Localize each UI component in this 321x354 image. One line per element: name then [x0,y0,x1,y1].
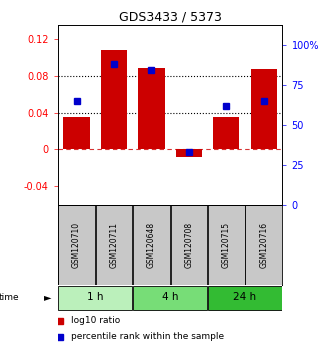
Text: GSM120716: GSM120716 [259,222,268,268]
Text: GSM120648: GSM120648 [147,222,156,268]
Text: time: time [0,293,20,302]
Text: percentile rank within the sample: percentile rank within the sample [71,332,224,341]
Bar [213,117,239,149]
Text: 24 h: 24 h [233,292,256,302]
Bar [101,50,127,149]
Title: GDS3433 / 5373: GDS3433 / 5373 [119,11,221,24]
Text: GSM120715: GSM120715 [222,222,231,268]
Bar [58,286,132,310]
Text: ►: ► [44,292,51,302]
Text: GSM120711: GSM120711 [109,222,118,268]
Bar [170,205,207,285]
Bar [58,205,95,285]
Bar [138,68,164,149]
Bar [208,286,282,310]
Bar [64,117,90,149]
Bar [133,205,170,285]
Bar [133,286,207,310]
Text: 1 h: 1 h [87,292,103,302]
Bar [251,69,277,149]
Bar [96,205,132,285]
Bar [208,205,245,285]
Bar [176,149,202,157]
Text: GSM120708: GSM120708 [184,222,193,268]
Text: 4 h: 4 h [162,292,178,302]
Text: GSM120710: GSM120710 [72,222,81,268]
Text: log10 ratio: log10 ratio [71,316,120,325]
Bar [245,205,282,285]
